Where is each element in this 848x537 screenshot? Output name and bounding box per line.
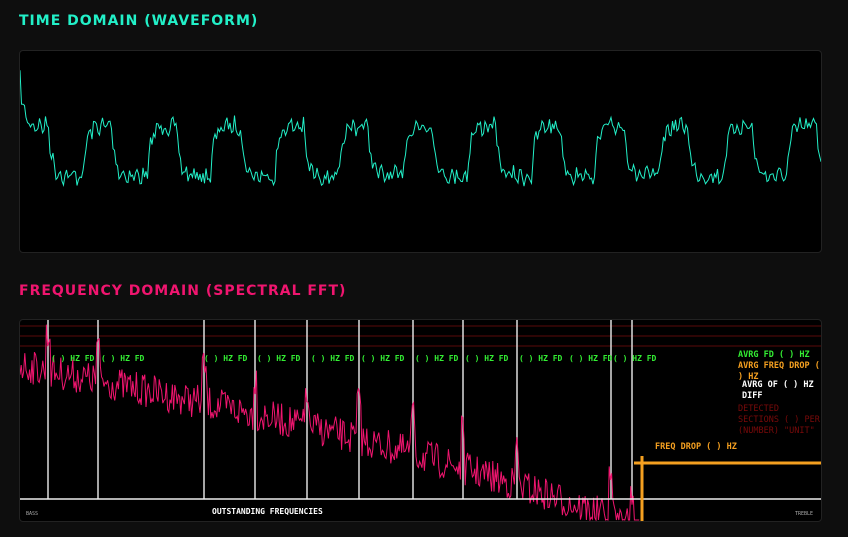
- section-title: FREQUENCY DOMAIN (SPECTRAL FFT): [19, 283, 347, 299]
- treble-label: TREBLE: [795, 511, 814, 517]
- section-title: TIME DOMAIN (WAVEFORM): [19, 13, 259, 29]
- spectrum-panel: AVRG FD ( ) HZ AVRG FREQ DROP ( ) HZ AVR…: [19, 319, 822, 522]
- peak-label: ( ) HZ FD: [257, 354, 301, 363]
- peak-label: ( ) HZ FD: [415, 354, 459, 363]
- peak-label: ( ) HZ FD: [204, 354, 248, 363]
- freq-drop: FREQ DROP ( ) HZ: [655, 442, 737, 452]
- peak-label: ( ) HZ FD: [51, 354, 95, 363]
- stat: AVRG FREQ DROP ( ) HZ: [738, 361, 820, 382]
- stat: AVRG FD ( ) HZ: [738, 350, 810, 360]
- peak-label: ( ) HZ FD: [311, 354, 355, 363]
- waveform: [20, 70, 821, 187]
- peak-label: ( ) HZ FD: [569, 354, 613, 363]
- peak-label: ( ) HZ FD: [465, 354, 509, 363]
- peak-label: ( ) HZ FD: [361, 354, 405, 363]
- peak-label: ( ) HZ FD: [519, 354, 563, 363]
- footer: OUTSTANDING FREQUENCIES: [212, 507, 323, 516]
- spectrum: [20, 320, 821, 521]
- peak-label: ( ) HZ FD: [613, 354, 657, 363]
- waveform-panel: [19, 50, 822, 253]
- spectrum-line: [20, 324, 640, 521]
- waveform-line: [20, 70, 821, 187]
- stat: AVRG OF ( ) HZ DIFF: [742, 380, 814, 401]
- stat: DETECTED SECTIONS ( ) PER (NUMBER) "UNIT…: [738, 404, 820, 436]
- peak-label: ( ) HZ FD: [101, 354, 145, 363]
- bass-label: BASS: [26, 511, 39, 517]
